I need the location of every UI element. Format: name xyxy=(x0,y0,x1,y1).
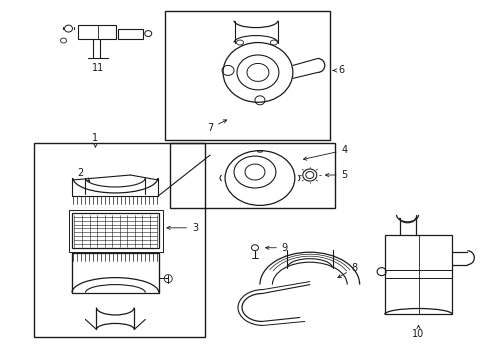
Text: 10: 10 xyxy=(411,325,424,339)
Text: 6: 6 xyxy=(332,66,344,76)
Text: 1: 1 xyxy=(92,133,98,147)
Bar xyxy=(72,213,159,248)
Bar xyxy=(170,143,334,208)
Text: 5: 5 xyxy=(325,170,347,180)
Text: 2: 2 xyxy=(77,168,90,181)
Bar xyxy=(68,210,163,252)
Bar xyxy=(384,270,451,278)
Text: 7: 7 xyxy=(206,120,226,133)
Bar xyxy=(78,24,116,39)
Bar xyxy=(72,253,159,293)
Text: 4: 4 xyxy=(303,145,347,160)
Text: 8: 8 xyxy=(337,263,357,278)
Bar xyxy=(384,235,451,315)
Text: 11: 11 xyxy=(92,63,104,73)
Text: 3: 3 xyxy=(166,223,198,233)
Bar xyxy=(118,28,143,39)
Bar xyxy=(34,143,204,337)
Bar xyxy=(165,11,329,140)
Text: 9: 9 xyxy=(265,243,287,253)
